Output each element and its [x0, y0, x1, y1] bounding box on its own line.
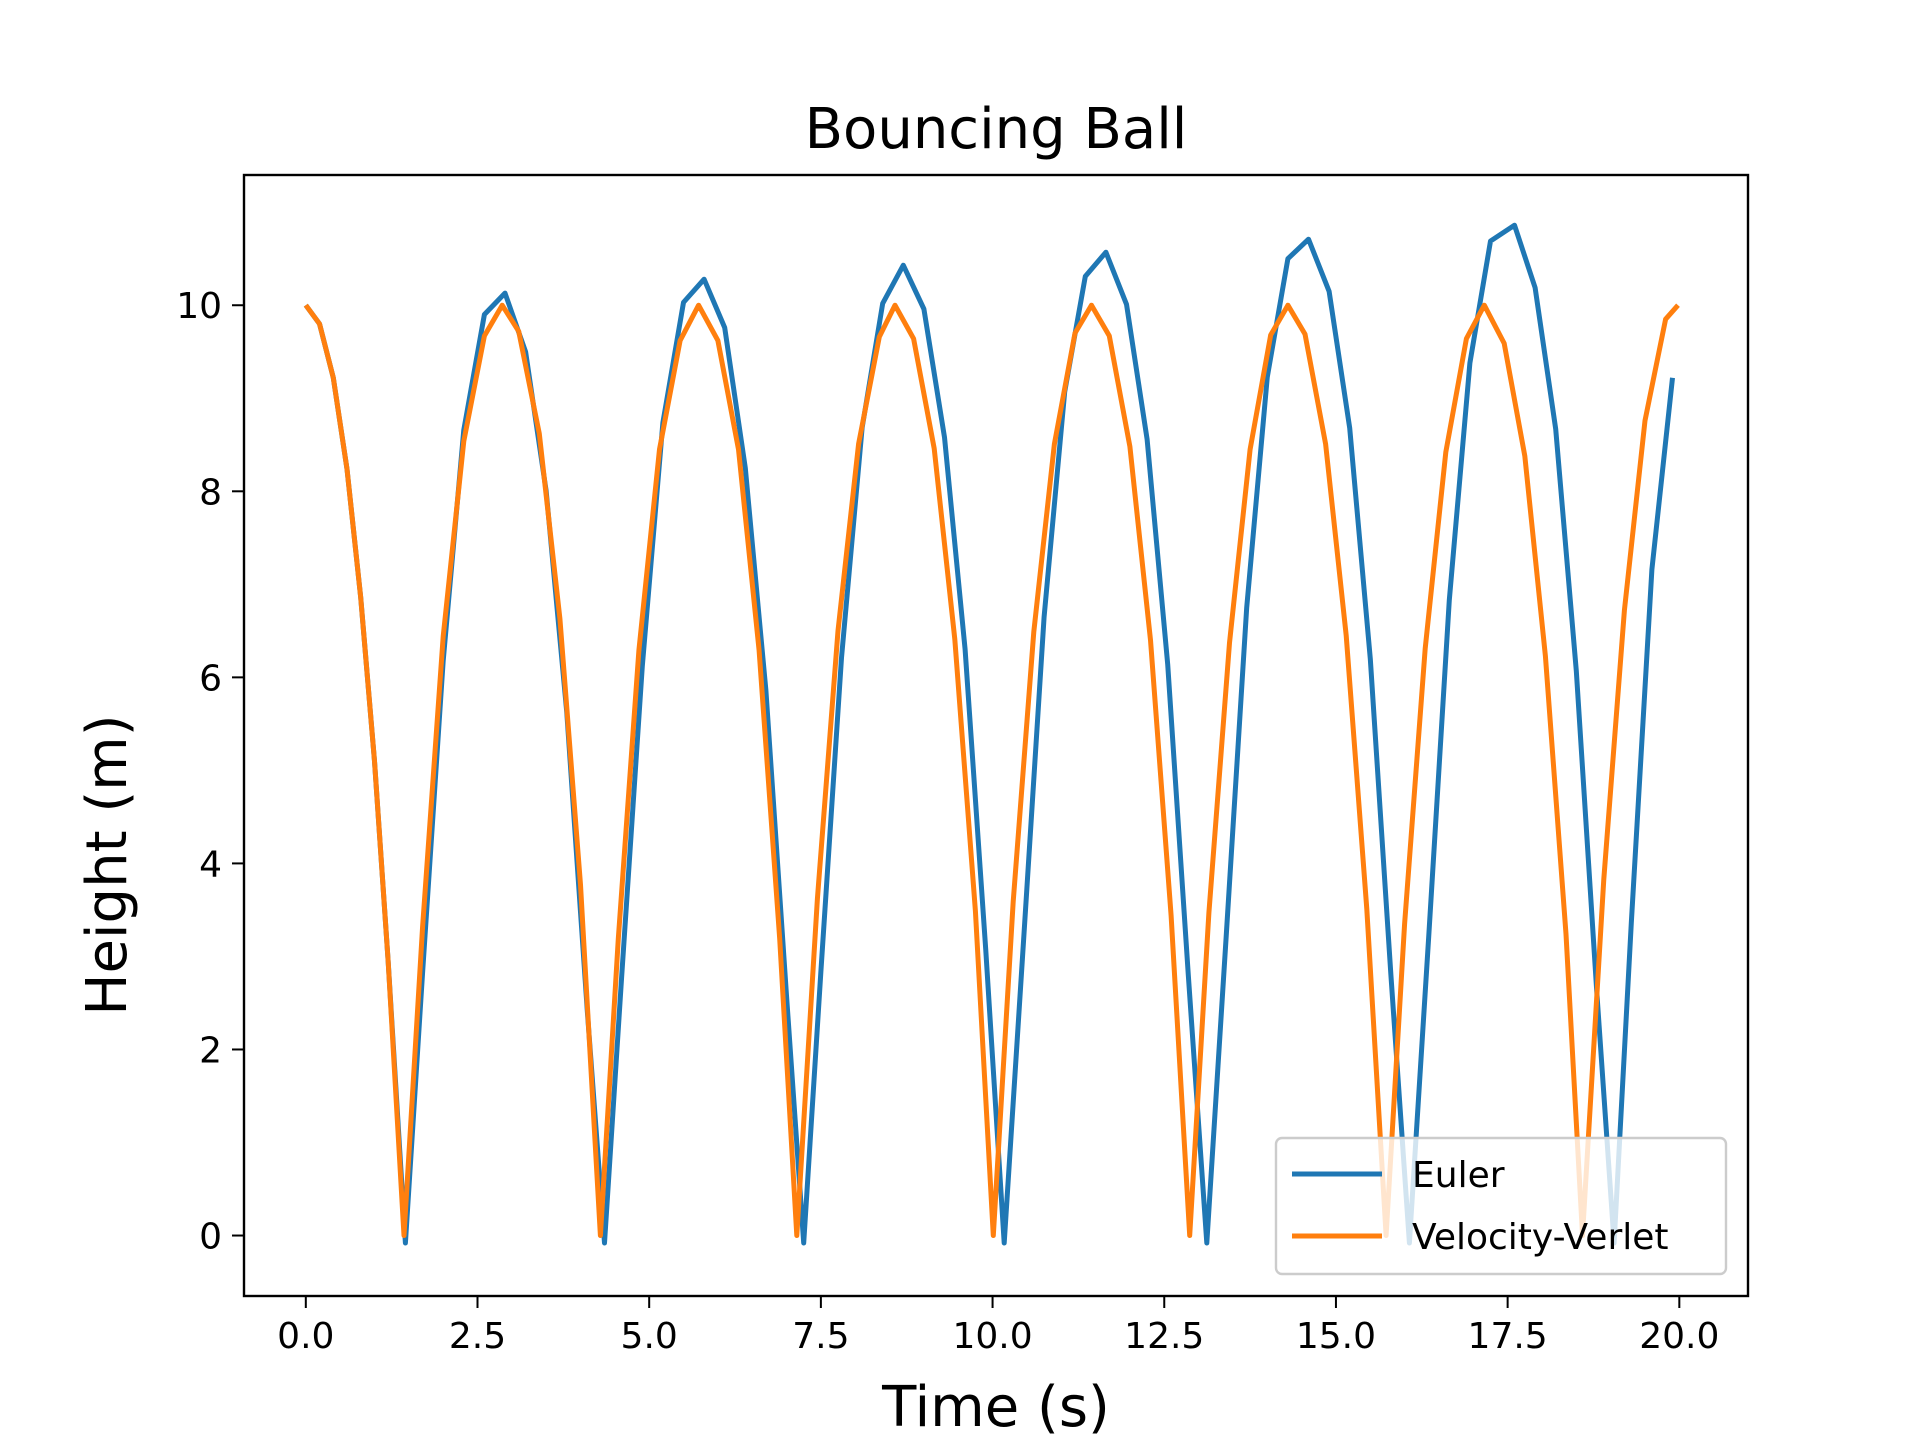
- y-tick-label: 4: [199, 844, 222, 885]
- x-tick-label: 15.0: [1296, 1316, 1376, 1357]
- legend-label: Velocity-Verlet: [1412, 1217, 1669, 1258]
- x-tick-label: 12.5: [1124, 1316, 1204, 1357]
- x-tick-label: 0.0: [277, 1316, 334, 1357]
- x-tick-label: 17.5: [1468, 1316, 1548, 1357]
- x-tick-label: 2.5: [449, 1316, 506, 1357]
- legend: Euler Velocity-Verlet: [1274, 1136, 1728, 1276]
- y-tick-label: 0: [199, 1217, 222, 1258]
- x-tick-label: 10.0: [952, 1316, 1032, 1357]
- y-axis-label: Height (m): [75, 714, 140, 1015]
- y-tick-label: 2: [199, 1030, 222, 1071]
- x-tick-label: 7.5: [792, 1316, 849, 1357]
- x-tick-label: 20.0: [1639, 1316, 1719, 1357]
- series-line-euler: [303, 222, 1675, 1246]
- series-line-velocity-verlet: [303, 302, 1680, 1238]
- y-tick-label: 6: [199, 658, 222, 699]
- x-tick-label: 5.0: [621, 1316, 678, 1357]
- chart-title: Bouncing Ball: [805, 97, 1188, 162]
- legend-label: Euler: [1412, 1155, 1505, 1196]
- y-tick-label: 10: [176, 286, 222, 327]
- x-axis-label: Time (s): [881, 1375, 1110, 1440]
- plot-area: 0.0 2.5 5.0 7.5 10.0 12.5 15.0 17.5 20.0 0 2 4 6 8 10 E…: [176, 173, 1750, 1357]
- axes-frame: [242, 173, 1750, 1298]
- y-tick-label: 8: [199, 472, 222, 513]
- legend-box: [1274, 1136, 1728, 1276]
